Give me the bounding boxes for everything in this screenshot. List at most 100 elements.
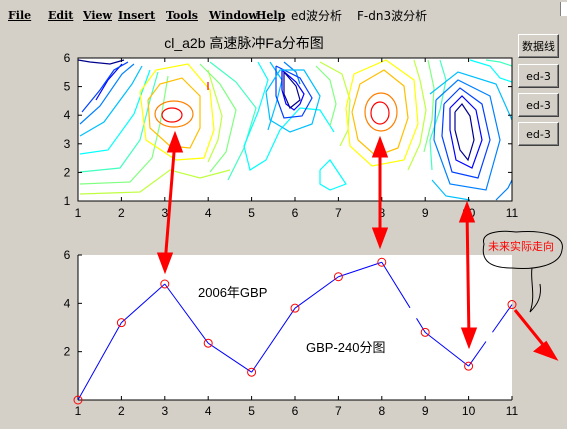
callout-tail (529, 267, 541, 313)
contour-line (209, 61, 257, 181)
series-segment (338, 261, 382, 278)
arrow-connector-10 (465, 209, 471, 341)
label-2006-gbp: 2006年GBP (198, 285, 267, 300)
ed3-button-1[interactable]: ed-3 (518, 64, 559, 88)
arrow-head (460, 327, 478, 350)
contour-line (364, 92, 398, 132)
arrow-head (458, 200, 476, 223)
contour-line (407, 59, 427, 171)
series-segment (416, 318, 426, 333)
data-point (160, 279, 170, 289)
contour-line (161, 107, 183, 123)
x-tick-label: 5 (248, 404, 255, 418)
data-point (333, 272, 343, 282)
arrow-head (156, 252, 174, 275)
ed3-button-3[interactable]: ed-3 (518, 122, 559, 146)
x-tick-label: 2 (118, 404, 125, 418)
menu-edit[interactable]: Edit (48, 9, 74, 22)
data-line-button[interactable]: 数据线 (518, 34, 559, 58)
series-segment (424, 331, 469, 367)
contour-line (495, 179, 513, 201)
contour-line (449, 95, 483, 169)
contour-line (81, 61, 129, 113)
menu-help[interactable]: Help (256, 9, 286, 22)
data-point (377, 257, 387, 267)
menu-window[interactable]: Window (209, 9, 258, 22)
contour-line (431, 179, 471, 201)
contour-line (351, 69, 409, 157)
label-gbp-240: GBP-240分图 (306, 340, 385, 355)
series-segment (164, 283, 209, 344)
x-tick-label: 3 (161, 404, 168, 418)
y-tick-label: 3 (64, 137, 71, 151)
menu-file[interactable]: File (8, 9, 32, 22)
arrow-connector-3 (163, 139, 177, 265)
menu-tools[interactable]: Tools (166, 9, 198, 22)
data-point (507, 300, 517, 310)
contour-line (79, 65, 143, 137)
contour-line (469, 59, 513, 83)
arrow-head (532, 340, 559, 361)
x-tick-label: 4 (205, 206, 212, 220)
contour-line (433, 79, 501, 191)
menu-ed-wave[interactable]: ed波分析 (291, 9, 343, 23)
contour-line (370, 101, 390, 125)
contour-line (275, 65, 313, 119)
contour-axes-ticks: 1234567891011123456 (64, 51, 519, 220)
y-tick-label: 4 (64, 296, 71, 310)
x-tick-label: 9 (422, 206, 429, 220)
arrow-head (371, 227, 389, 250)
y-tick-label: 2 (64, 345, 71, 359)
contour-line (423, 59, 435, 153)
window-edge (560, 2, 567, 16)
contour-line (265, 69, 321, 133)
data-point (420, 327, 430, 337)
contour-line (79, 169, 231, 195)
contour-line (154, 100, 194, 128)
series-segment (381, 261, 411, 309)
contour-line (441, 87, 491, 179)
contour-line (95, 63, 123, 101)
contour-line (79, 71, 159, 173)
menu-view[interactable]: View (83, 9, 112, 22)
series-segment (207, 342, 252, 373)
x-tick-label: 2 (118, 206, 125, 220)
series-segment (492, 304, 513, 333)
contour-line (283, 71, 301, 109)
y-tick-label: 4 (64, 108, 71, 122)
y-tick-label: 2 (64, 165, 71, 179)
x-tick-label: 8 (378, 404, 385, 418)
menu-insert[interactable]: Insert (118, 9, 156, 22)
contour-line (454, 103, 475, 162)
series-segment (251, 307, 296, 373)
contour-line (79, 69, 151, 155)
x-tick-label: 7 (335, 206, 342, 220)
x-tick-label: 6 (292, 404, 299, 418)
x-tick-label: 1 (75, 404, 82, 418)
menu-fdn3-wave[interactable]: F-dn3波分析 (357, 9, 428, 23)
line-axes-bg (78, 255, 512, 400)
contour-lines (77, 59, 513, 201)
gbp-series (73, 257, 517, 405)
x-tick-label: 4 (205, 404, 212, 418)
series-segment (77, 322, 122, 401)
contour-line (79, 63, 135, 125)
contour-line (139, 63, 215, 161)
contour-line (429, 71, 513, 121)
contour-line (199, 63, 237, 173)
contour-line (429, 59, 447, 171)
contour-line (345, 59, 419, 167)
x-tick-label: 3 (161, 206, 168, 220)
y-tick-label: 6 (64, 51, 71, 65)
y-tick-label: 1 (64, 194, 71, 208)
contour-line (319, 159, 347, 191)
x-tick-label: 7 (335, 404, 342, 418)
menu-bar: File Edit View Insert Tools Window Help … (0, 0, 567, 26)
contour-line (281, 69, 305, 111)
ed3-button-2[interactable]: ed-3 (518, 93, 559, 117)
arrow-head (166, 130, 184, 153)
line-axes-ticks: 1 2 3 4 5 6 7 8 9 10 11 2 4 6 (64, 248, 519, 418)
contour-line (283, 61, 301, 85)
